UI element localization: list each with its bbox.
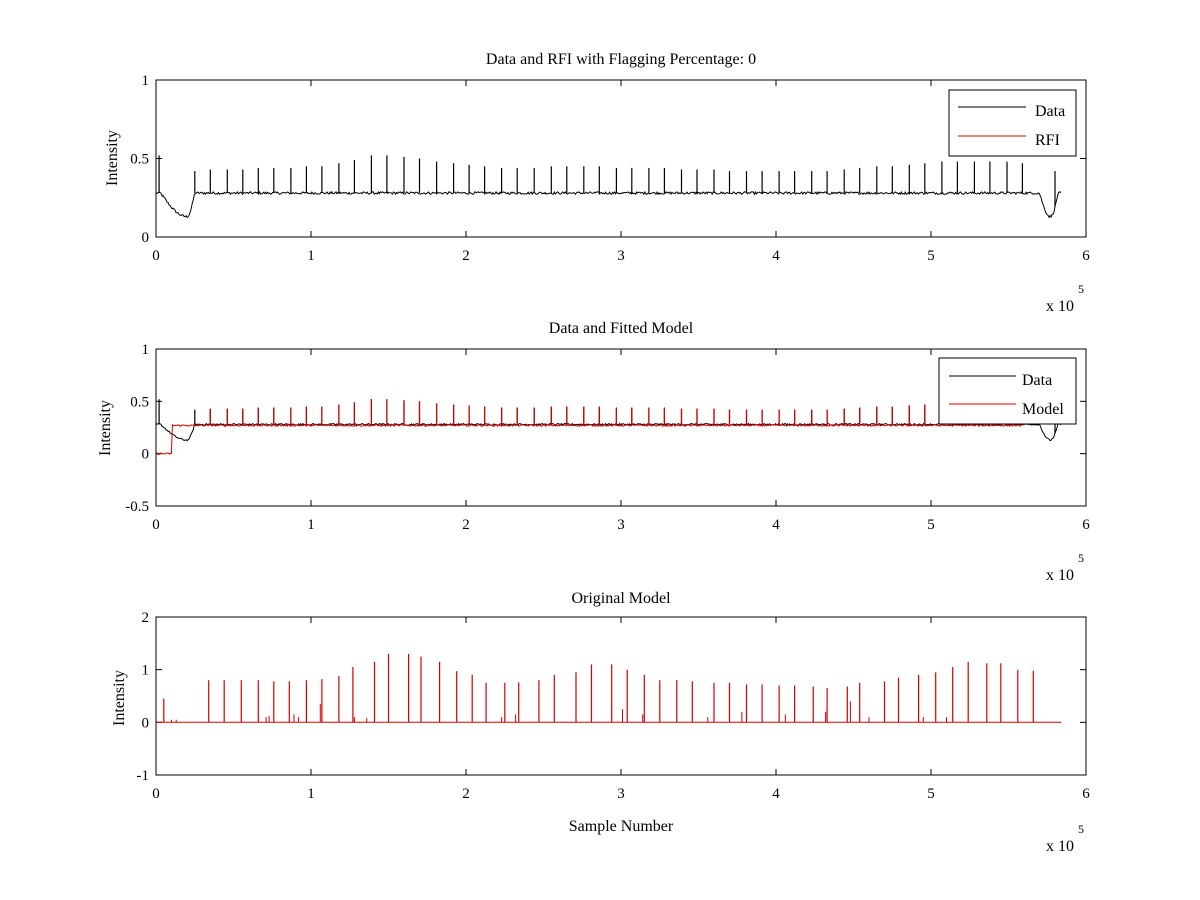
y-axis-label: Intensity — [111, 670, 128, 726]
y-tick-label: 1 — [142, 663, 150, 679]
legend-label-data: Data — [1022, 372, 1052, 389]
x-tick-label: 4 — [772, 248, 780, 264]
legend-label-model: Model — [1022, 401, 1064, 418]
plot-area — [155, 155, 1062, 219]
x-tick-label: 5 — [927, 248, 935, 264]
panel-fitted-model: Data and Fitted Model Intensity x 105 0 1… — [97, 320, 1090, 584]
legend: Data Model — [938, 357, 1077, 425]
x-tick-label: 3 — [617, 786, 625, 802]
legend-box — [938, 357, 1077, 425]
x-tick-label: 2 — [462, 517, 470, 533]
axes-box — [155, 616, 1087, 776]
axes-box — [155, 79, 1087, 238]
y-tick-label: -0.5 — [125, 499, 149, 515]
x-tick-label: 3 — [617, 517, 625, 533]
y-tick-label: -1 — [137, 768, 150, 784]
x-multiplier: x 105 — [1046, 822, 1084, 855]
x-tick-label: 4 — [772, 517, 780, 533]
y-axis-label: Intensity — [97, 400, 114, 456]
y-tick-label: 1 — [142, 73, 150, 89]
panel-rfi: Data and RFI with Flagging Percentage: 0… — [104, 51, 1090, 315]
x-tick-label: 6 — [1082, 517, 1090, 533]
x-tick-label: 2 — [462, 248, 470, 264]
y-tick-label: 1 — [142, 342, 150, 358]
x-tick-label: 0 — [152, 517, 160, 533]
plot-area — [156, 653, 1062, 723]
x-multiplier: x 105 — [1046, 282, 1084, 315]
x-multiplier: x 105 — [1046, 551, 1084, 584]
panel-original-model: Original Model Intensity Sample Number x… — [111, 590, 1090, 855]
legend: Data RFI — [948, 89, 1077, 157]
chart-title: Original Model — [571, 590, 671, 607]
x-tick-label: 0 — [152, 248, 160, 264]
x-axis-label: Sample Number — [569, 818, 674, 835]
plot-area — [155, 399, 1062, 456]
chart-title: Data and Fitted Model — [549, 320, 694, 337]
y-axis-label: Intensity — [104, 130, 121, 186]
x-tick-label: 1 — [307, 248, 315, 264]
x-tick-label: 6 — [1082, 786, 1090, 802]
y-tick-label: 0 — [142, 447, 150, 463]
x-tick-label: 1 — [307, 786, 315, 802]
x-tick-label: 6 — [1082, 248, 1090, 264]
x-tick-label: 2 — [462, 786, 470, 802]
y-tick-label: 0.5 — [130, 394, 149, 410]
legend-label-data: Data — [1035, 103, 1065, 120]
y-tick-label: 2 — [142, 610, 150, 626]
x-tick-label: 3 — [617, 248, 625, 264]
legend-label-rfi: RFI — [1035, 132, 1060, 149]
x-tick-label: 0 — [152, 786, 160, 802]
legend-box — [948, 89, 1077, 157]
x-tick-label: 5 — [927, 517, 935, 533]
x-tick-label: 4 — [772, 786, 780, 802]
x-tick-label: 1 — [307, 517, 315, 533]
series-line-model — [155, 423, 1025, 456]
axes-box — [155, 348, 1087, 507]
series-line-data — [155, 190, 1062, 219]
y-tick-label: 0 — [142, 715, 150, 731]
y-tick-label: 0.5 — [130, 152, 149, 168]
x-tick-label: 5 — [927, 786, 935, 802]
y-tick-label: 0 — [142, 230, 150, 246]
chart-title: Data and RFI with Flagging Percentage: 0 — [486, 51, 756, 68]
